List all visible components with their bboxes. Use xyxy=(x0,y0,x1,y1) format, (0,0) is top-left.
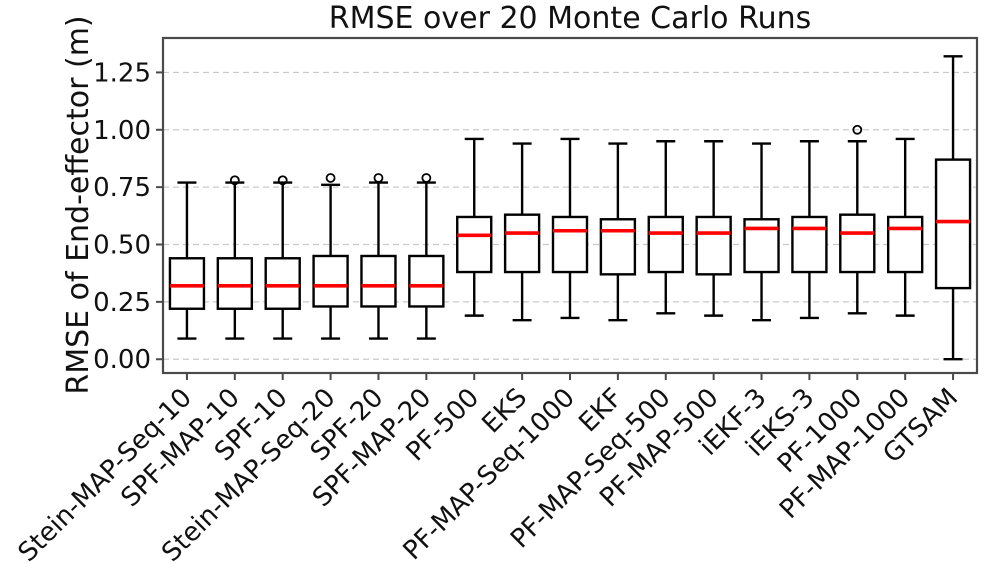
y-tick-label: 0.00 xyxy=(93,345,151,375)
chart-title: RMSE over 20 Monte Carlo Runs xyxy=(328,1,812,36)
iqr-box xyxy=(216,257,254,310)
y-tick-label: 0.50 xyxy=(93,231,151,261)
box-group xyxy=(312,173,349,340)
box-group xyxy=(934,55,972,361)
iqr-box xyxy=(551,215,589,274)
y-tick-label: 1.25 xyxy=(93,58,151,88)
box-group xyxy=(647,140,684,315)
outlier-point xyxy=(852,124,863,135)
box-group xyxy=(791,140,828,320)
outlier-point xyxy=(277,175,288,186)
outlier-point xyxy=(373,173,384,183)
iqr-box xyxy=(886,215,924,274)
iqr-box xyxy=(839,213,876,274)
outlier-point xyxy=(325,173,336,183)
iqr-box xyxy=(599,218,637,276)
iqr-box xyxy=(408,254,445,308)
iqr-box xyxy=(791,215,828,274)
iqr-box xyxy=(168,257,206,310)
box-group xyxy=(886,137,924,317)
box-group xyxy=(743,142,780,322)
box-group xyxy=(456,137,493,317)
outlier-point xyxy=(421,173,432,183)
y-tick-label: 0.75 xyxy=(93,173,151,203)
iqr-box xyxy=(695,215,732,276)
box-group xyxy=(360,173,397,340)
iqr-box xyxy=(934,158,972,290)
box-group xyxy=(551,137,589,320)
box-group xyxy=(839,124,876,315)
box-group xyxy=(168,181,206,340)
iqr-box xyxy=(264,257,301,310)
box-group xyxy=(264,175,301,340)
box-group xyxy=(408,173,445,340)
iqr-box xyxy=(647,215,684,274)
iqr-box xyxy=(312,254,349,308)
iqr-box xyxy=(360,254,397,308)
iqr-box xyxy=(503,213,541,274)
box-group xyxy=(503,142,541,322)
iqr-box xyxy=(456,215,493,274)
box-group xyxy=(599,142,637,322)
y-axis-label: RMSE of End-effector (m) xyxy=(61,15,96,395)
y-tick-label: 1.00 xyxy=(93,116,151,146)
outlier-point xyxy=(229,175,240,186)
y-tick-label: 0.25 xyxy=(93,288,151,318)
box-group xyxy=(695,140,732,317)
box-group xyxy=(216,175,254,340)
